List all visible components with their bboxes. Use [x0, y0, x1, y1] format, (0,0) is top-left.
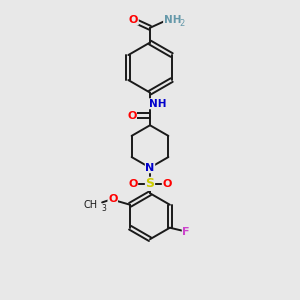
Text: CH: CH: [84, 200, 98, 210]
Text: O: O: [127, 110, 136, 121]
Text: O: O: [129, 15, 138, 25]
Text: F: F: [182, 226, 190, 237]
Text: NH: NH: [149, 99, 167, 109]
Text: N: N: [146, 163, 154, 173]
Text: O: O: [128, 179, 138, 189]
Text: O: O: [108, 194, 117, 205]
Text: 2: 2: [180, 19, 185, 28]
Text: S: S: [146, 177, 154, 190]
Text: 3: 3: [102, 204, 106, 213]
Text: NH: NH: [164, 15, 181, 25]
Text: O: O: [162, 179, 172, 189]
